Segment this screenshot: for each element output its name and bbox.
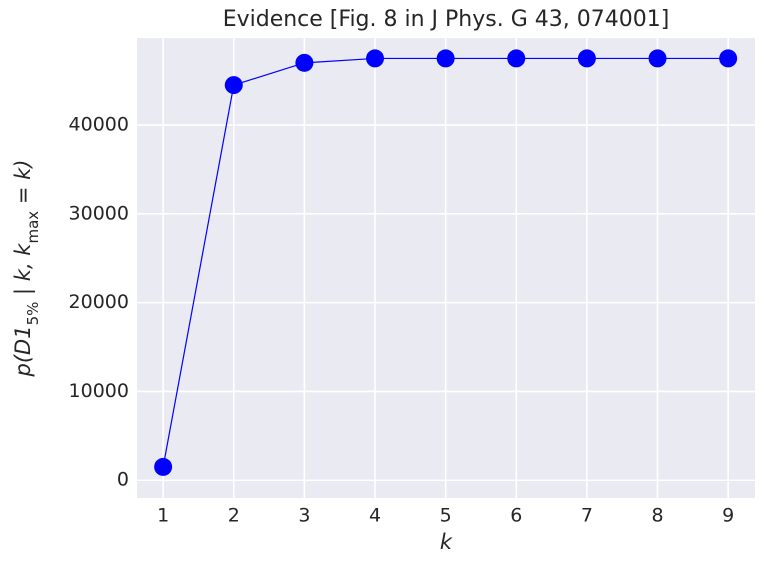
y-axis-label-part: 5%	[24, 302, 42, 326]
y-axis-label-part: p(D1	[11, 325, 35, 377]
x-tick-label: 6	[510, 505, 522, 527]
x-tick-label: 5	[440, 505, 452, 527]
marker	[295, 53, 314, 72]
marker	[577, 49, 596, 68]
x-tick-label: 4	[369, 505, 381, 527]
marker	[719, 49, 738, 68]
marker	[648, 49, 667, 68]
y-axis-label-part: | k, k	[11, 243, 36, 302]
marker	[224, 76, 243, 95]
marker	[436, 49, 455, 68]
x-axis-label: k	[440, 530, 453, 554]
x-tick-label: 7	[581, 505, 593, 527]
marker	[507, 49, 526, 68]
y-axis-label-part: max	[24, 211, 42, 244]
marker	[154, 457, 173, 476]
x-tick-label: 2	[228, 505, 240, 527]
y-tick-label: 0	[117, 469, 129, 491]
x-tick-label: 1	[157, 505, 169, 527]
chart-title: Evidence [Fig. 8 in J Phys. G 43, 074001…	[223, 7, 670, 32]
x-tick-label: 9	[722, 505, 734, 527]
y-tick-label: 30000	[69, 202, 129, 224]
x-tick-label: 8	[651, 505, 663, 527]
y-axis-label-part: = k)	[11, 160, 35, 211]
y-tick-label: 10000	[69, 380, 129, 402]
y-axis-label: p(D15% | k, kmax = k)	[11, 160, 42, 378]
x-tick-label: 3	[298, 505, 310, 527]
y-tick-label: 40000	[69, 114, 129, 136]
y-tick-label: 20000	[69, 291, 129, 313]
marker	[366, 49, 385, 68]
